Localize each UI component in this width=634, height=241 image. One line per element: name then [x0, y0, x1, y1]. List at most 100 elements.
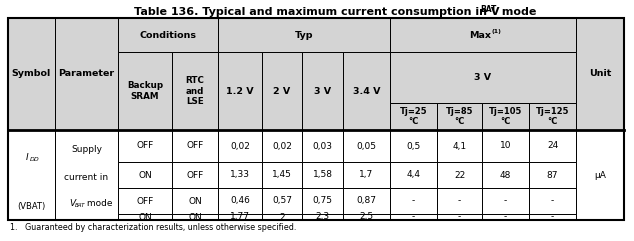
Bar	[118, 162, 172, 188]
Text: 22: 22	[454, 170, 465, 180]
Bar	[437, 162, 482, 188]
Bar	[390, 214, 437, 220]
Text: Unit: Unit	[589, 69, 611, 79]
Bar	[8, 130, 55, 220]
Text: ON: ON	[138, 213, 152, 221]
Text: (VBAT): (VBAT)	[17, 201, 46, 210]
Text: Tj=105
°C: Tj=105 °C	[489, 107, 522, 126]
Text: 1.   Guaranteed by characterization results, unless otherwise specified.: 1. Guaranteed by characterization result…	[10, 223, 296, 233]
Text: -: -	[458, 213, 461, 221]
Bar	[390, 52, 576, 103]
Bar	[262, 130, 302, 162]
Text: Supply: Supply	[71, 146, 102, 154]
Text: ON: ON	[138, 170, 152, 180]
Bar	[118, 18, 218, 52]
Text: Table 136. Typical and maximum current consumption in V: Table 136. Typical and maximum current c…	[134, 7, 500, 17]
Text: 48: 48	[500, 170, 511, 180]
Bar	[437, 130, 482, 162]
Bar	[390, 162, 437, 188]
Bar	[482, 188, 529, 214]
Text: -: -	[504, 213, 507, 221]
Text: 3 V: 3 V	[314, 87, 331, 95]
Bar	[576, 130, 624, 220]
Text: mode: mode	[84, 199, 113, 208]
Text: ON: ON	[188, 196, 202, 206]
Bar	[218, 18, 390, 52]
Text: ON: ON	[188, 213, 202, 221]
Bar	[55, 18, 118, 130]
Text: Max: Max	[469, 31, 491, 40]
Bar	[172, 162, 218, 188]
Text: -: -	[551, 196, 554, 206]
Text: -: -	[551, 213, 554, 221]
Bar	[302, 188, 343, 214]
Text: 1,33: 1,33	[230, 170, 250, 180]
Text: Conditions: Conditions	[139, 31, 197, 40]
Bar	[172, 214, 218, 220]
Bar	[482, 214, 529, 220]
Text: 1,7: 1,7	[359, 170, 373, 180]
Bar	[172, 130, 218, 162]
Text: 87: 87	[547, 170, 559, 180]
Text: RTC
and
LSE: RTC and LSE	[186, 76, 204, 106]
Text: 0,02: 0,02	[272, 141, 292, 150]
Text: 0,5: 0,5	[406, 141, 420, 150]
Text: BAT: BAT	[480, 5, 496, 13]
Bar	[482, 162, 529, 188]
Bar	[8, 18, 624, 220]
Bar	[262, 52, 302, 130]
Text: -: -	[412, 196, 415, 206]
Bar	[262, 188, 302, 214]
Bar	[343, 188, 390, 214]
Bar	[118, 214, 172, 220]
Text: OFF: OFF	[136, 196, 153, 206]
Bar	[390, 18, 576, 52]
Text: 4,1: 4,1	[453, 141, 467, 150]
Bar	[262, 214, 302, 220]
Text: OFF: OFF	[186, 141, 204, 150]
Text: 0,87: 0,87	[356, 196, 377, 206]
Bar	[576, 18, 624, 130]
Text: OFF: OFF	[186, 170, 204, 180]
Text: μA: μA	[594, 170, 606, 180]
Text: OFF: OFF	[136, 141, 153, 150]
Bar	[437, 103, 482, 130]
Text: 0,46: 0,46	[230, 196, 250, 206]
Text: Tj=25
°C: Tj=25 °C	[399, 107, 427, 126]
Text: Backup
SRAM: Backup SRAM	[127, 81, 163, 101]
Text: DD: DD	[30, 157, 39, 162]
Text: -: -	[504, 196, 507, 206]
Bar	[343, 130, 390, 162]
Text: 1,45: 1,45	[272, 170, 292, 180]
Bar	[262, 162, 302, 188]
Text: 3 V: 3 V	[474, 73, 491, 82]
Bar	[218, 188, 262, 214]
Text: Typ: Typ	[295, 31, 313, 40]
Bar	[482, 103, 529, 130]
Bar	[529, 162, 576, 188]
Text: 0,05: 0,05	[356, 141, 377, 150]
Bar	[390, 130, 437, 162]
Bar	[302, 130, 343, 162]
Bar	[55, 130, 118, 220]
Text: mode: mode	[498, 7, 536, 17]
Bar	[302, 214, 343, 220]
Bar	[218, 130, 262, 162]
Bar	[529, 103, 576, 130]
Text: V: V	[70, 199, 75, 208]
Bar	[118, 188, 172, 214]
Text: 1.2 V: 1.2 V	[226, 87, 254, 95]
Text: 4,4: 4,4	[406, 170, 420, 180]
Bar	[529, 214, 576, 220]
Bar	[302, 162, 343, 188]
Bar	[343, 52, 390, 130]
Bar	[118, 130, 172, 162]
Text: Symbol: Symbol	[12, 69, 51, 79]
Text: 2: 2	[279, 213, 285, 221]
Bar	[172, 188, 218, 214]
Text: 24: 24	[547, 141, 558, 150]
Text: 2,3: 2,3	[316, 213, 330, 221]
Bar	[343, 214, 390, 220]
Text: Tj=125
°C: Tj=125 °C	[536, 107, 569, 126]
Text: -: -	[412, 213, 415, 221]
